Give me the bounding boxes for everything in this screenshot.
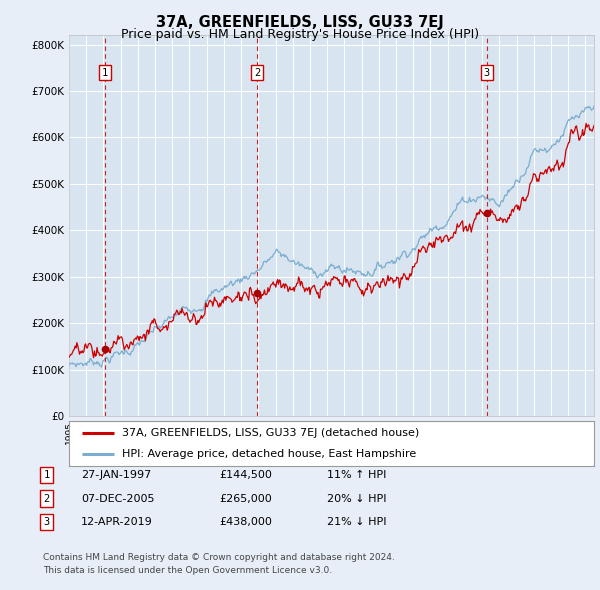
Text: HPI: Average price, detached house, East Hampshire: HPI: Average price, detached house, East… [121, 449, 416, 459]
Text: £438,000: £438,000 [219, 517, 272, 527]
Text: £265,000: £265,000 [219, 494, 272, 503]
Text: 3: 3 [484, 67, 490, 77]
Text: 21% ↓ HPI: 21% ↓ HPI [327, 517, 386, 527]
Text: 07-DEC-2005: 07-DEC-2005 [81, 494, 155, 503]
Text: Price paid vs. HM Land Registry's House Price Index (HPI): Price paid vs. HM Land Registry's House … [121, 28, 479, 41]
Text: 12-APR-2019: 12-APR-2019 [81, 517, 153, 527]
Text: £144,500: £144,500 [219, 470, 272, 480]
Text: 11% ↑ HPI: 11% ↑ HPI [327, 470, 386, 480]
Text: 27-JAN-1997: 27-JAN-1997 [81, 470, 151, 480]
Text: 20% ↓ HPI: 20% ↓ HPI [327, 494, 386, 503]
Text: 3: 3 [44, 517, 50, 527]
Text: 1: 1 [44, 470, 50, 480]
Text: Contains HM Land Registry data © Crown copyright and database right 2024.
This d: Contains HM Land Registry data © Crown c… [43, 553, 395, 575]
Text: 37A, GREENFIELDS, LISS, GU33 7EJ (detached house): 37A, GREENFIELDS, LISS, GU33 7EJ (detach… [121, 428, 419, 438]
Text: 2: 2 [254, 67, 260, 77]
Text: 2: 2 [44, 494, 50, 503]
Text: 37A, GREENFIELDS, LISS, GU33 7EJ: 37A, GREENFIELDS, LISS, GU33 7EJ [156, 15, 444, 30]
Text: 1: 1 [101, 67, 108, 77]
